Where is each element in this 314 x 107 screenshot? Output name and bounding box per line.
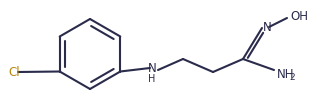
Text: Cl: Cl [8,65,19,79]
Text: NH: NH [277,68,295,80]
Text: H: H [148,74,156,84]
Text: N: N [263,21,272,33]
Text: OH: OH [290,10,308,22]
Text: N: N [148,62,156,74]
Text: 2: 2 [289,73,295,82]
